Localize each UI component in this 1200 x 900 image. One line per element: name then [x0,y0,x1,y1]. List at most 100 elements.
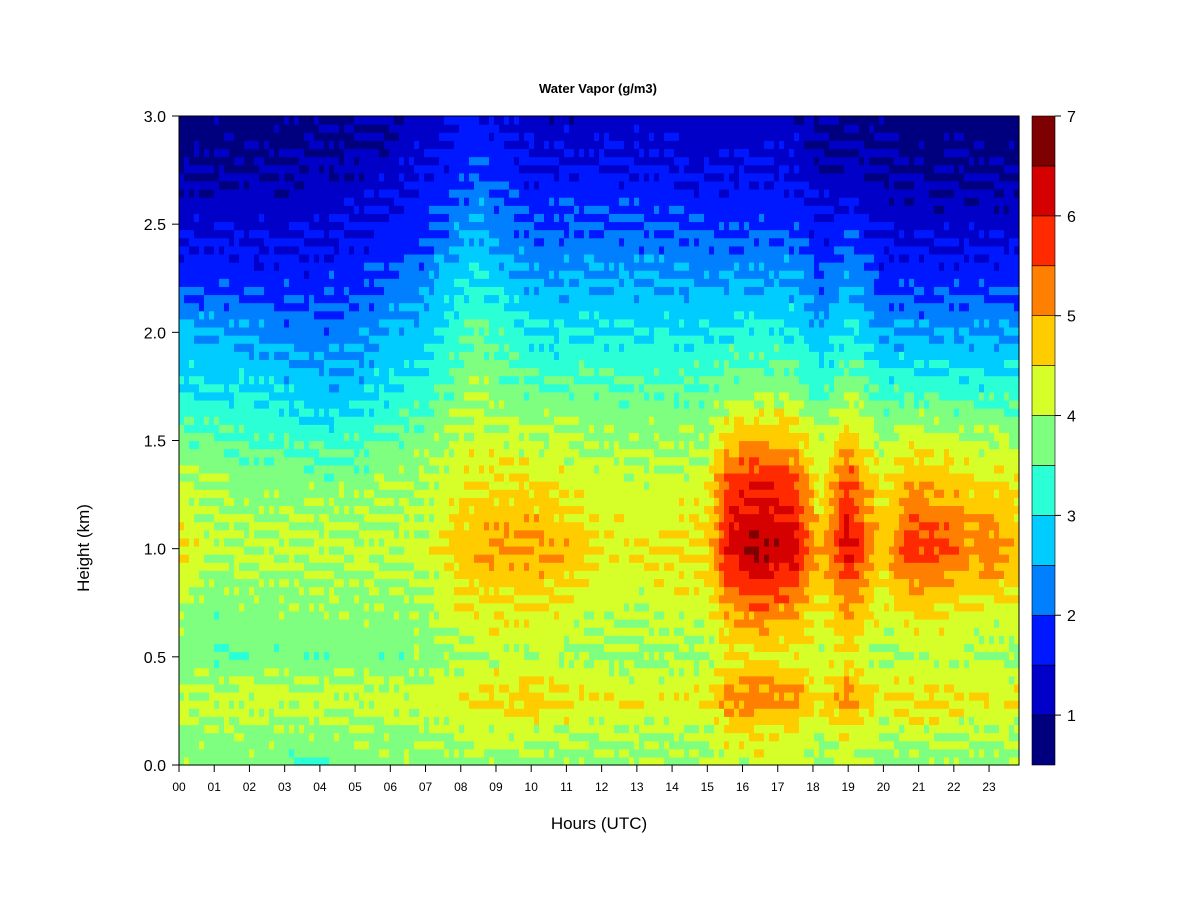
heatmap-cell [264,440,270,450]
heatmap-cell [264,164,270,174]
heatmap-cell [404,545,410,555]
heatmap-cell [359,140,365,150]
heatmap-cell [244,618,250,628]
heatmap-cell [354,205,360,214]
heatmap-cell [219,213,225,223]
heatmap-cell [404,294,410,304]
heatmap-cell [474,253,480,263]
heatmap-cell [219,554,225,563]
heatmap-cell [219,205,225,214]
heatmap-cell [239,659,245,669]
heatmap-cell [324,197,330,206]
heatmap-cell [424,464,430,474]
heatmap-cell [264,651,270,661]
heatmap-cell [194,562,200,571]
heatmap-cell [319,302,325,312]
heatmap-cell [379,189,385,198]
heatmap-cell [459,643,465,653]
heatmap-cell [384,205,390,214]
heatmap-cell [339,554,345,563]
heatmap-cell [409,667,415,677]
heatmap-cell [374,286,380,296]
heatmap-cell [194,732,200,742]
heatmap-cell [309,472,315,482]
heatmap-cell [279,456,285,466]
heatmap-cell [289,651,295,661]
heatmap-cell [234,497,240,506]
heatmap-cell [434,148,440,158]
heatmap-cell [269,318,275,328]
heatmap-cell [289,132,295,141]
heatmap-cell [324,602,330,612]
heatmap-cell [374,472,380,482]
heatmap-cell [284,732,290,742]
heatmap-cell [484,562,490,571]
heatmap-cell [409,148,415,158]
heatmap-cell [314,140,320,150]
heatmap-cell [349,351,355,360]
heatmap-cell [339,691,345,701]
heatmap-cell [199,448,205,458]
heatmap-cell [359,570,365,580]
heatmap-cell [194,489,200,498]
heatmap-cell [309,326,315,336]
heatmap-cell [444,416,450,425]
heatmap-cell [214,148,220,158]
heatmap-cell [289,180,295,190]
heatmap-cell [244,472,250,482]
heatmap-cell [264,521,270,531]
heatmap-cell [244,545,250,555]
heatmap-cell [374,594,380,604]
heatmap-cell [319,375,325,385]
heatmap-cell [279,643,285,653]
heatmap-cell [219,318,225,328]
heatmap-cell [379,164,385,174]
heatmap-cell [279,489,285,498]
heatmap-cell [364,245,370,255]
heatmap-cell [469,189,475,198]
heatmap-cell [214,335,220,344]
heatmap-cell [489,602,495,612]
heatmap-cell [239,618,245,628]
heatmap-cell [329,189,335,198]
heatmap-cell [414,278,420,287]
heatmap-cell [219,464,225,474]
heatmap-cell [349,627,355,636]
heatmap-cell [194,683,200,693]
heatmap-cell [414,472,420,482]
heatmap-cell [229,253,235,263]
heatmap-cell [374,213,380,223]
heatmap-cell [184,278,190,287]
heatmap-cell [204,691,210,701]
heatmap-cell [454,748,460,758]
heatmap-cell [399,497,405,506]
heatmap-cell [204,343,210,352]
heatmap-cell [379,505,385,515]
heatmap-cell [264,643,270,653]
heatmap-cell [289,213,295,223]
heatmap-cell [314,472,320,482]
heatmap-cell [209,351,215,360]
heatmap-cell [434,675,440,685]
heatmap-cell [464,545,470,555]
heatmap-cell [414,351,420,360]
heatmap-cell [399,237,405,247]
heatmap-cell [369,610,375,620]
heatmap-cell [204,294,210,304]
heatmap-cell [459,335,465,344]
heatmap-cell [439,221,445,231]
heatmap-cell [379,497,385,506]
heatmap-cell [274,456,280,466]
heatmap-cell [179,659,185,669]
heatmap-cell [179,505,185,515]
heatmap-cell [274,326,280,336]
heatmap-cell [309,189,315,198]
heatmap-cell [329,286,335,296]
heatmap-cell [394,286,400,296]
heatmap-cell [279,635,285,644]
heatmap-cell [289,448,295,458]
heatmap-cell [464,716,470,726]
heatmap-cell [384,326,390,336]
heatmap-cell [244,253,250,263]
heatmap-cell [214,562,220,571]
